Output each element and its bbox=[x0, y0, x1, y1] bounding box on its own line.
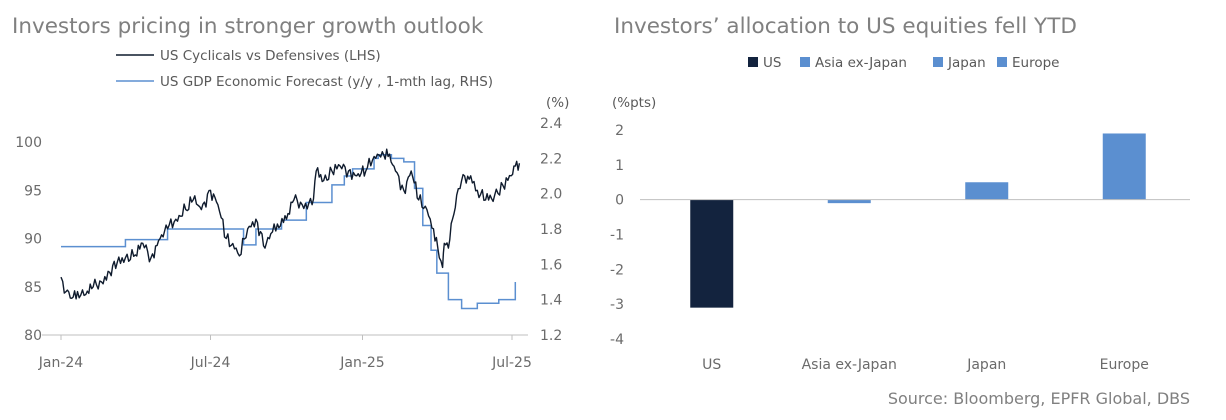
bar-us bbox=[690, 199, 734, 308]
bar-y-tick-label: -3 bbox=[610, 297, 624, 313]
right-y-tick-label: 1.8 bbox=[540, 222, 562, 238]
left-y-tick-label: 100 bbox=[15, 135, 42, 151]
right-y-tick-label: 2.2 bbox=[540, 151, 562, 167]
bar-category-label: Asia ex-Japan bbox=[802, 357, 897, 373]
right-axis-unit: (%) bbox=[546, 95, 569, 111]
left-x-tick-label: Jan-25 bbox=[339, 355, 384, 371]
legend-swatch-asia-ex-japan bbox=[800, 57, 810, 67]
bar-y-tick-label: -4 bbox=[610, 332, 624, 348]
left-y-tick-label: 85 bbox=[24, 280, 42, 296]
left-legend: US Cyclicals vs Defensives (LHS) US GDP … bbox=[116, 48, 493, 90]
legend-swatch-europe bbox=[997, 57, 1007, 67]
left-chart-title: Investors pricing in stronger growth out… bbox=[12, 14, 484, 39]
bar-y-tick-label: 0 bbox=[615, 193, 624, 209]
left-y-tick-label: 80 bbox=[24, 328, 42, 344]
legend-label: Asia ex-Japan bbox=[815, 55, 907, 71]
right-chart-title: Investors’ allocation to US equities fel… bbox=[614, 14, 1077, 39]
right-y-tick-label: 1.4 bbox=[540, 293, 562, 309]
right-y-tick-label: 1.2 bbox=[540, 328, 562, 344]
bar-y-tick-label: 1 bbox=[615, 158, 624, 174]
bar-europe bbox=[1102, 133, 1146, 200]
left-y-tick-label: 95 bbox=[24, 183, 42, 199]
bar-category-label: Europe bbox=[1100, 357, 1149, 373]
series-line-gdp-forecast bbox=[61, 154, 517, 310]
right-chart-y-unit: (%pts) bbox=[612, 95, 656, 111]
legend-swatch-us bbox=[748, 57, 758, 67]
bar-asia-ex-japan bbox=[827, 199, 871, 204]
bar-category-label: US bbox=[702, 357, 721, 373]
legend-swatch-japan bbox=[933, 57, 943, 67]
source-note: Source: Bloomberg, EPFR Global, DBS bbox=[888, 389, 1190, 408]
legend-label-cyclicals: US Cyclicals vs Defensives (LHS) bbox=[160, 48, 381, 64]
left-y-tick-label: 90 bbox=[24, 232, 42, 248]
legend-label: Europe bbox=[1012, 55, 1059, 71]
bar-y-tick-label: -2 bbox=[610, 262, 624, 278]
bar-category-label: Japan bbox=[966, 357, 1006, 373]
bar-y-tick-label: -1 bbox=[610, 228, 624, 244]
right-y-tick-label: 2.4 bbox=[540, 116, 562, 132]
right-legend: US Asia ex-Japan Japan Europe bbox=[748, 55, 1059, 71]
bar-japan bbox=[965, 182, 1009, 200]
left-x-tick-label: Jul-24 bbox=[190, 355, 231, 371]
legend-label: Japan bbox=[947, 55, 986, 71]
left-x-tick-label: Jan-24 bbox=[38, 355, 84, 371]
legend-label-gdp-forecast: US GDP Economic Forecast (y/y , 1-mth la… bbox=[160, 74, 493, 90]
right-y-tick-label: 2.0 bbox=[540, 187, 562, 203]
right-bar-chart: 2 1 0 -1 -2 -3 -4 US Asia ex-Japan Japan Europe bbox=[610, 123, 1190, 373]
right-y-tick-label: 1.6 bbox=[540, 257, 562, 273]
legend-label: US bbox=[763, 55, 781, 71]
left-line-chart: Jan-24 Jul-24 Jan-25 Jul-25 100 95 90 85 80 2.4 2.… bbox=[15, 116, 562, 371]
series-line-cyclicals bbox=[60, 148, 521, 300]
left-x-tick-label: Jul-25 bbox=[491, 355, 532, 371]
bar-y-tick-label: 2 bbox=[615, 123, 624, 139]
